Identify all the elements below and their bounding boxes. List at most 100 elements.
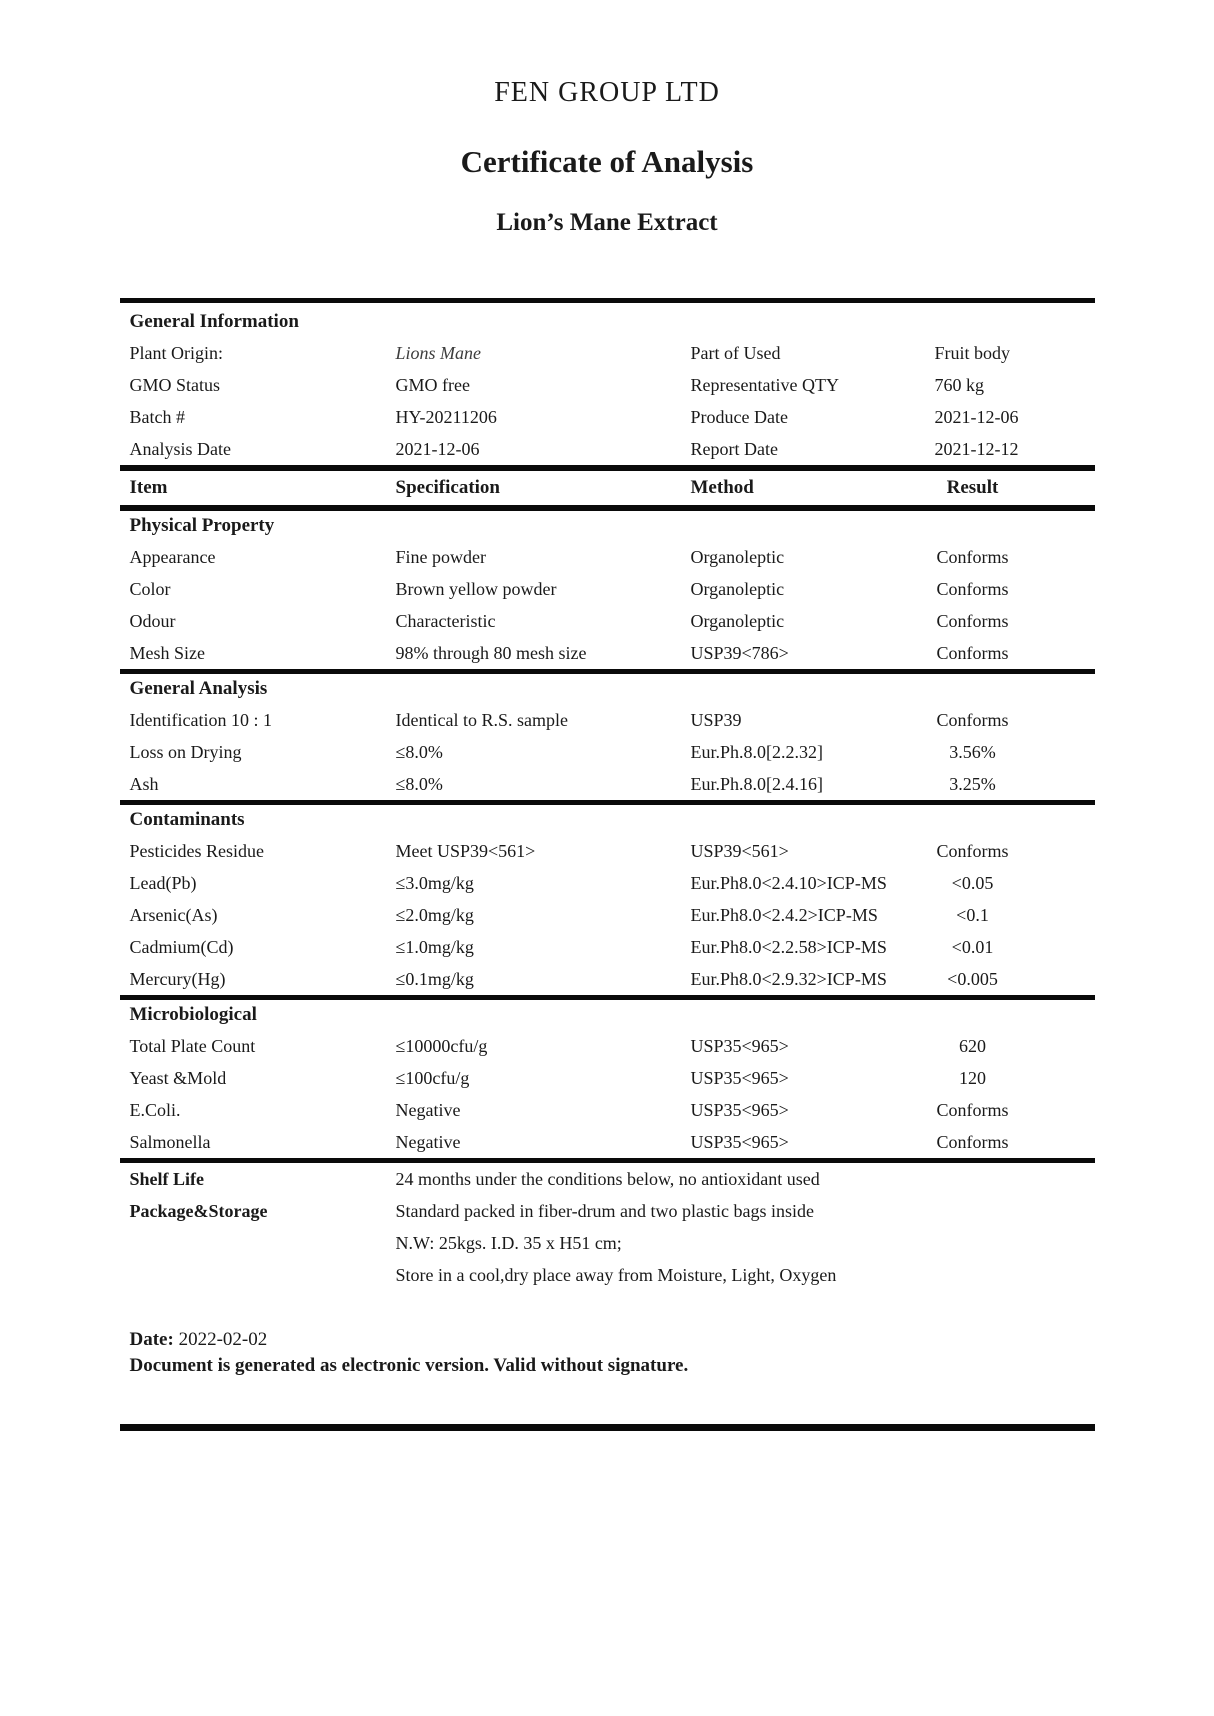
table-row: E.Coli. Negative USP35<965> Conforms xyxy=(120,1094,1095,1126)
cell-item: Ash xyxy=(129,773,159,794)
package-storage-label: Package&Storage xyxy=(129,1200,268,1221)
info-label: Analysis Date xyxy=(129,438,231,459)
cell-item: Total Plate Count xyxy=(129,1035,256,1056)
cell-result: Conforms xyxy=(936,610,1009,631)
cell-specification: Identical to R.S. sample xyxy=(395,709,568,730)
divider-bottom xyxy=(119,1424,1095,1431)
info-value: 2021-12-06 xyxy=(934,406,1019,427)
info-value: Lions Mane xyxy=(395,342,482,363)
document-body: General Information Plant Origin: Lions … xyxy=(119,298,1095,1431)
table-row: Identification 10 : 1 Identical to R.S. … xyxy=(120,704,1095,736)
cell-result: 620 xyxy=(959,1035,986,1056)
cell-item: Cadmium(Cd) xyxy=(129,936,234,957)
cell-result: <0.005 xyxy=(947,968,998,989)
info-row: Batch # HY-20211206 Produce Date 2021-12… xyxy=(120,401,1095,433)
info-value: HY-20211206 xyxy=(395,406,497,427)
info-label: GMO Status xyxy=(129,374,221,395)
section-divider xyxy=(119,669,1095,674)
table-row: Lead(Pb) ≤3.0mg/kg Eur.Ph8.0<2.4.10>ICP-… xyxy=(120,867,1095,899)
cell-item: Loss on Drying xyxy=(129,741,242,762)
cell-method: Organoleptic xyxy=(690,546,785,567)
cell-specification: Negative xyxy=(395,1099,461,1120)
table-row: Pesticides Residue Meet USP39<561> USP39… xyxy=(120,835,1095,867)
cell-specification: Brown yellow powder xyxy=(395,578,557,599)
info-value: Fruit body xyxy=(934,342,1011,363)
cell-result: Conforms xyxy=(936,578,1009,599)
package-storage-line: Standard packed in fiber-drum and two pl… xyxy=(395,1200,815,1221)
cell-result: <0.05 xyxy=(951,872,994,893)
cell-result: 3.25% xyxy=(949,773,996,794)
cell-method: Eur.Ph.8.0[2.2.32] xyxy=(690,741,824,762)
info-value: 2021-12-12 xyxy=(934,438,1019,459)
table-row: Appearance Fine powder Organoleptic Conf… xyxy=(120,541,1095,573)
signature-block: Date: 2022-02-02 Document is generated a… xyxy=(120,1327,1095,1379)
cell-specification: ≤8.0% xyxy=(395,741,443,762)
cell-item: Mercury(Hg) xyxy=(129,968,226,989)
cell-specification: Negative xyxy=(395,1131,461,1152)
divider-above-table-header xyxy=(119,465,1095,471)
cell-item: Color xyxy=(129,578,171,599)
shelf-life-label: Shelf Life xyxy=(129,1168,205,1189)
package-storage-row: Package&Storage Standard packed in fiber… xyxy=(120,1195,1095,1227)
cell-item: Yeast &Mold xyxy=(129,1067,227,1088)
disclaimer-line: Document is generated as electronic vers… xyxy=(129,1355,689,1376)
table-row: Mesh Size 98% through 80 mesh size USP39… xyxy=(120,637,1095,669)
cell-specification: ≤1.0mg/kg xyxy=(395,936,474,957)
cell-specification: Meet USP39<561> xyxy=(395,840,536,861)
cell-method: Eur.Ph8.0<2.4.2>ICP-MS xyxy=(690,904,878,925)
package-storage-line: N.W: 25kgs. I.D. 35 x H51 cm; xyxy=(395,1232,622,1253)
cell-specification: ≤0.1mg/kg xyxy=(395,968,474,989)
cell-specification: ≤2.0mg/kg xyxy=(395,904,474,925)
table-row: Salmonella Negative USP35<965> Conforms xyxy=(120,1126,1095,1158)
table-row: Cadmium(Cd) ≤1.0mg/kg Eur.Ph8.0<2.2.58>I… xyxy=(120,931,1095,963)
info-label: Batch # xyxy=(129,406,186,427)
cell-method: Organoleptic xyxy=(690,578,785,599)
shelf-life-row: Shelf Life 24 months under the condition… xyxy=(120,1163,1095,1195)
cell-specification: ≤3.0mg/kg xyxy=(395,872,474,893)
cell-specification: Fine powder xyxy=(395,546,486,567)
table-row: Mercury(Hg) ≤0.1mg/kg Eur.Ph8.0<2.9.32>I… xyxy=(120,963,1095,995)
info-label: Produce Date xyxy=(690,406,788,427)
date-line: Date: 2022-02-02 xyxy=(130,1327,1095,1353)
table-header-row: Item Specification Method Result xyxy=(120,471,1095,505)
cell-result: <0.01 xyxy=(951,936,994,957)
cell-method: USP35<965> xyxy=(690,1099,789,1120)
cell-specification: ≤8.0% xyxy=(395,773,443,794)
info-row: Plant Origin: Lions Mane Part of Used Fr… xyxy=(120,337,1095,369)
cell-method: USP35<965> xyxy=(690,1131,789,1152)
cell-item: E.Coli. xyxy=(129,1099,181,1120)
divider-below-table-header xyxy=(119,505,1095,511)
cell-method: USP35<965> xyxy=(690,1067,789,1088)
info-row: GMO Status GMO free Representative QTY 7… xyxy=(120,369,1095,401)
info-label: Part of Used xyxy=(690,342,781,363)
date-label: Date: xyxy=(129,1329,174,1350)
package-storage-row: Store in a cool,dry place away from Mois… xyxy=(120,1259,1095,1291)
cell-method: Eur.Ph.8.0[2.4.16] xyxy=(690,773,824,794)
table-row: Total Plate Count ≤10000cfu/g USP35<965>… xyxy=(120,1030,1095,1062)
cell-item: Mesh Size xyxy=(129,642,206,663)
section-divider xyxy=(119,995,1095,1000)
section-heading: General Analysis xyxy=(129,678,268,699)
cell-result: Conforms xyxy=(936,840,1009,861)
section-heading: Contaminants xyxy=(129,809,245,830)
column-header-item: Item xyxy=(129,477,168,498)
cell-specification: Characteristic xyxy=(395,610,496,631)
shelf-life-value: 24 months under the conditions below, no… xyxy=(395,1168,820,1189)
cell-specification: ≤100cfu/g xyxy=(395,1067,470,1088)
cell-method: Organoleptic xyxy=(690,610,785,631)
column-header-result: Result xyxy=(946,477,999,498)
cell-method: Eur.Ph8.0<2.9.32>ICP-MS xyxy=(690,968,887,989)
info-label: Representative QTY xyxy=(690,374,839,395)
document-title: Certificate of Analysis xyxy=(460,144,754,179)
divider-top xyxy=(119,298,1095,303)
section-heading: Physical Property xyxy=(129,515,275,536)
cell-item: Identification 10 : 1 xyxy=(129,709,272,730)
cell-item: Pesticides Residue xyxy=(129,840,264,861)
column-header-method: Method xyxy=(690,477,754,498)
cell-method: USP35<965> xyxy=(690,1035,789,1056)
info-value: 2021-12-06 xyxy=(395,438,480,459)
cell-item: Salmonella xyxy=(129,1131,211,1152)
cell-result: Conforms xyxy=(936,1099,1009,1120)
general-info-heading: General Information xyxy=(129,311,299,332)
column-header-specification: Specification xyxy=(395,477,501,498)
